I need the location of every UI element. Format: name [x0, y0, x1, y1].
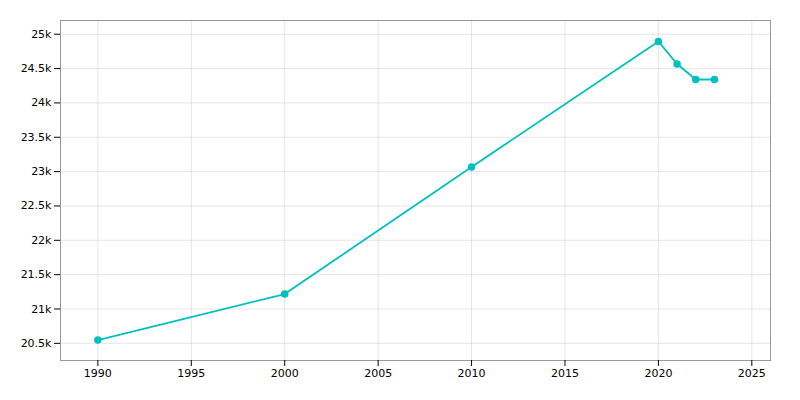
svg-text:2020: 2020: [644, 367, 672, 380]
svg-text:24.5k: 24.5k: [21, 62, 52, 75]
svg-text:22k: 22k: [31, 234, 52, 247]
svg-text:2015: 2015: [551, 367, 579, 380]
svg-text:21.5k: 21.5k: [21, 268, 52, 281]
svg-text:2010: 2010: [458, 367, 486, 380]
svg-text:25k: 25k: [31, 28, 52, 41]
svg-text:2005: 2005: [364, 367, 392, 380]
svg-text:24k: 24k: [31, 96, 52, 109]
svg-text:2025: 2025: [738, 367, 766, 380]
svg-text:22.5k: 22.5k: [21, 199, 52, 212]
svg-text:2000: 2000: [271, 367, 299, 380]
svg-text:21k: 21k: [31, 303, 52, 316]
svg-text:23.5k: 23.5k: [21, 131, 52, 144]
svg-text:1990: 1990: [84, 367, 112, 380]
svg-text:1995: 1995: [177, 367, 205, 380]
svg-text:23k: 23k: [31, 165, 52, 178]
svg-text:20.5k: 20.5k: [21, 337, 52, 350]
